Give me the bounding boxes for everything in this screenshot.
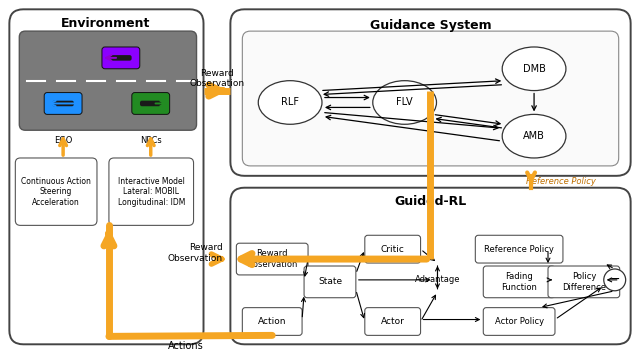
Text: Advantage: Advantage	[415, 275, 460, 284]
Text: DMB: DMB	[523, 64, 545, 74]
FancyBboxPatch shape	[44, 92, 82, 114]
FancyBboxPatch shape	[483, 266, 555, 298]
Text: Guidance System: Guidance System	[370, 19, 492, 32]
Text: Reference Policy: Reference Policy	[526, 177, 596, 186]
Text: Interactive Model
Lateral: MOBIL
Longitudinal: IDM: Interactive Model Lateral: MOBIL Longitu…	[118, 177, 185, 207]
Ellipse shape	[502, 47, 566, 91]
FancyBboxPatch shape	[304, 266, 356, 298]
Text: FLV: FLV	[396, 97, 413, 108]
Text: Policy
Difference: Policy Difference	[562, 272, 606, 292]
Text: AMB: AMB	[523, 131, 545, 141]
FancyBboxPatch shape	[236, 243, 308, 275]
Text: Continuous Action
Steering
Acceleration: Continuous Action Steering Acceleration	[21, 177, 91, 207]
Text: Reward
Observation: Reward Observation	[246, 249, 298, 269]
FancyBboxPatch shape	[548, 266, 620, 298]
FancyBboxPatch shape	[19, 31, 196, 130]
FancyBboxPatch shape	[230, 9, 630, 176]
Text: Actions: Actions	[168, 341, 204, 351]
FancyBboxPatch shape	[15, 158, 97, 225]
Text: Critic: Critic	[381, 245, 404, 254]
Ellipse shape	[259, 81, 322, 124]
Ellipse shape	[372, 81, 436, 124]
FancyBboxPatch shape	[132, 92, 170, 114]
Text: Actor Policy: Actor Policy	[495, 317, 544, 326]
Text: Environment: Environment	[61, 17, 150, 30]
FancyBboxPatch shape	[52, 101, 74, 106]
FancyBboxPatch shape	[140, 101, 161, 106]
FancyBboxPatch shape	[10, 9, 204, 344]
Text: NPCs: NPCs	[140, 136, 162, 145]
Ellipse shape	[604, 269, 626, 291]
FancyBboxPatch shape	[230, 188, 630, 344]
FancyBboxPatch shape	[365, 235, 420, 263]
Text: −: −	[609, 273, 620, 286]
Text: RLF: RLF	[281, 97, 299, 108]
Text: Actor: Actor	[381, 317, 404, 326]
Text: Reward
Observation: Reward Observation	[190, 69, 245, 88]
FancyBboxPatch shape	[110, 55, 132, 61]
Text: EGO: EGO	[54, 136, 72, 145]
FancyBboxPatch shape	[365, 308, 420, 335]
FancyBboxPatch shape	[476, 235, 563, 263]
FancyBboxPatch shape	[483, 308, 555, 335]
FancyBboxPatch shape	[109, 158, 193, 225]
Text: State: State	[318, 278, 342, 286]
Text: Guided-RL: Guided-RL	[394, 195, 467, 208]
Text: Reference Policy: Reference Policy	[484, 245, 554, 254]
Text: Action: Action	[258, 317, 287, 326]
FancyBboxPatch shape	[102, 47, 140, 69]
FancyBboxPatch shape	[243, 31, 619, 166]
Text: Fading
Function: Fading Function	[501, 272, 537, 292]
FancyBboxPatch shape	[243, 308, 302, 335]
Text: Reward
Observation: Reward Observation	[167, 244, 223, 263]
Ellipse shape	[502, 114, 566, 158]
